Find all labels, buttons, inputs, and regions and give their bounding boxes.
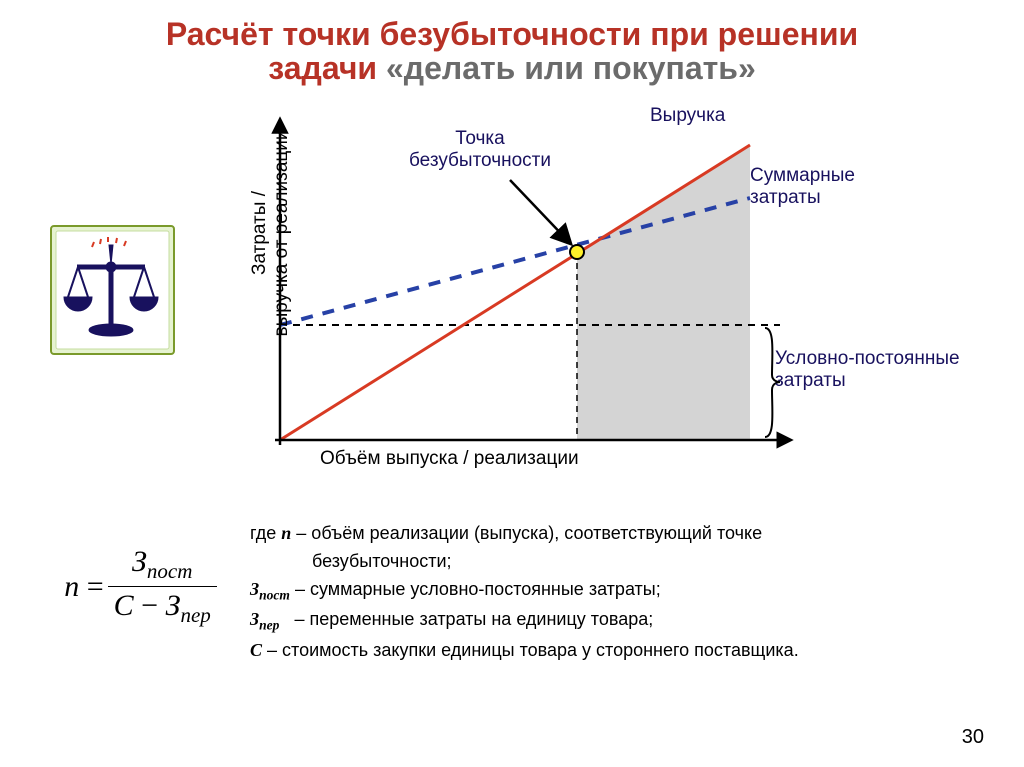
- title-line1: Расчёт точки безубыточности при решении: [166, 16, 858, 52]
- bep-arrow: [510, 180, 570, 243]
- fixedcost-label: Условно-постоянные затраты: [775, 348, 1005, 392]
- shaded-volume-area: [577, 145, 750, 440]
- revenue-label: Выручка: [650, 105, 725, 127]
- x-axis-label: Объём выпуска / реализации: [320, 448, 579, 470]
- variable-definitions: где n – объём реализации (выпуска), соот…: [250, 520, 950, 665]
- page-number: 30: [962, 726, 984, 749]
- breakeven-chart: Точка безубыточности Выручка Суммарные з…: [220, 110, 800, 480]
- slide-title: Расчёт точки безубыточности при решении …: [0, 0, 1024, 85]
- bep-label: Точка безубыточности: [380, 128, 580, 172]
- breakeven-point: [570, 245, 584, 259]
- breakeven-formula: n = Зпост С − Зпер: [45, 545, 235, 628]
- totalcost-label: Суммарные затраты: [750, 165, 855, 209]
- y-axis-label: Затраты / выручка от реализации: [227, 83, 293, 383]
- title-line2-red: задачи: [268, 50, 386, 86]
- balance-scale-icon: [50, 225, 175, 355]
- title-line2-gray: «делать или покупать»: [386, 50, 756, 86]
